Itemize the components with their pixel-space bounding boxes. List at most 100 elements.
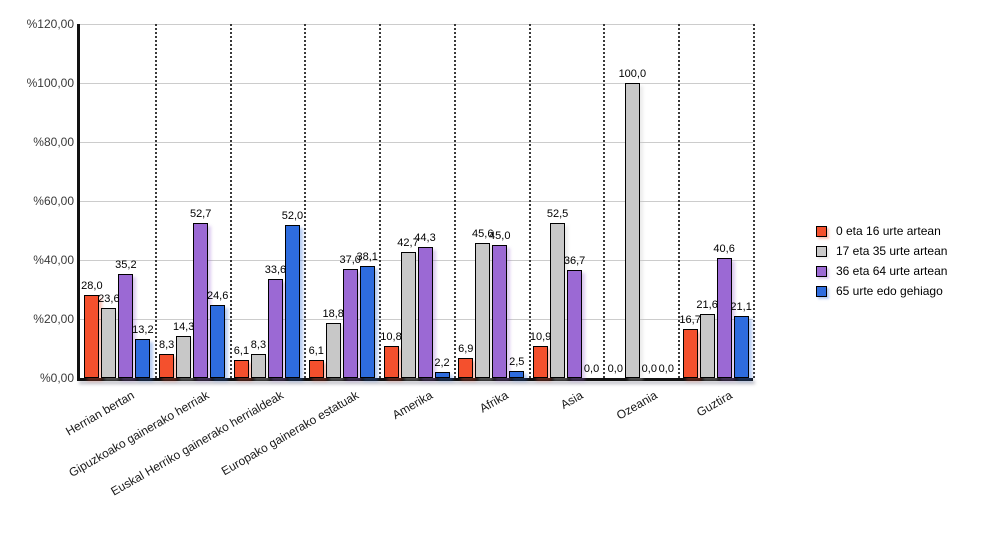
- bar-value-label: 14,3: [172, 320, 195, 333]
- y-axis-tick-label: %0,00: [39, 371, 74, 385]
- bar: [325, 322, 341, 378]
- x-axis-category-label: Afrika: [476, 388, 511, 416]
- x-axis-category-label: Europako gainerako estatuak: [218, 388, 361, 479]
- bar-value-label: 8,3: [250, 338, 267, 351]
- bar: [359, 265, 375, 378]
- plot-area: 28,0 23,6 35,2 13,2 8,3 14,3 52,7 24,6 6,1 8,3 33,…: [77, 24, 755, 381]
- bar-value-label: 23,6: [98, 293, 120, 306]
- bar-value-label: 21,1: [730, 300, 752, 313]
- bar: [716, 258, 732, 378]
- category-separator: [154, 24, 157, 378]
- bar: [118, 274, 134, 378]
- bar-value-label: 6,9: [458, 342, 474, 355]
- bar: [176, 335, 192, 378]
- bar-value-label: 10,9: [529, 330, 552, 343]
- bar: [434, 371, 450, 378]
- bar-value-label: 45,6: [472, 228, 494, 241]
- bar-value-label: 13,2: [132, 324, 154, 337]
- x-axis-category-label: Herrian bertan: [62, 388, 137, 439]
- bar-value-label: 28,0: [81, 280, 103, 293]
- bar: [400, 252, 416, 378]
- legend-item: 36 eta 64 urte artean: [816, 264, 947, 278]
- y-axis-tick-label: %80,00: [33, 135, 74, 149]
- category-separator: [753, 24, 755, 378]
- bar: [135, 339, 151, 378]
- x-axis-category-label: Amerika: [390, 388, 436, 423]
- legend-item-label: 36 eta 64 urte artean: [836, 264, 948, 278]
- gridline: [80, 319, 753, 320]
- bar: [533, 345, 549, 378]
- bar-value-label: 100,0: [618, 68, 647, 80]
- bar: [250, 353, 266, 378]
- x-axis-line: [77, 378, 753, 381]
- bar-value-label: 10,8: [380, 331, 402, 344]
- x-axis-category-label: Asia: [557, 388, 586, 412]
- category-separator: [528, 24, 531, 378]
- bar-value-label: 21,6: [696, 299, 718, 312]
- bar: [475, 243, 491, 378]
- bar: [699, 314, 715, 378]
- bar: [84, 295, 100, 378]
- bar: [284, 224, 300, 378]
- y-axis-tick-label: %60,00: [33, 194, 74, 208]
- category-separator: [379, 24, 382, 378]
- legend-item-label: 65 urte edo gehiago: [836, 284, 943, 298]
- legend-swatch-icon: [816, 245, 827, 257]
- category-separator: [603, 24, 606, 378]
- bar: [458, 357, 474, 378]
- category-separator: [678, 24, 681, 378]
- y-axis-tick-label: %20,00: [33, 312, 74, 326]
- legend-swatch-icon: [816, 285, 827, 297]
- legend: 0 eta 16 urte artean 17 eta 35 urte arte…: [816, 224, 947, 298]
- bar-value-label: 52,0: [281, 209, 304, 222]
- bar: [733, 315, 749, 378]
- bar-value-label: 6,1: [233, 345, 250, 358]
- gridline: [80, 260, 753, 261]
- y-axis-line: [77, 24, 80, 381]
- bar-value-label: 2,5: [509, 355, 525, 368]
- bar-value-label: 2,2: [434, 356, 450, 369]
- legend-item: 17 eta 35 urte artean: [816, 244, 947, 258]
- legend-item-label: 0 eta 16 urte artean: [836, 224, 941, 238]
- bar-value-label: 52,7: [189, 207, 212, 220]
- x-axis-category-label: Gipuzkoako gainerako herriak: [66, 388, 212, 480]
- bar-value-label: 6,1: [308, 345, 324, 358]
- bar-value-label: 36,7: [563, 254, 586, 267]
- bar-value-label: 0,0: [607, 363, 623, 375]
- bar: [509, 370, 525, 378]
- category-separator: [304, 24, 307, 378]
- bar-value-label: 37,0: [339, 253, 361, 266]
- bar: [210, 305, 226, 378]
- legend-item-label: 17 eta 35 urte artean: [836, 244, 948, 258]
- bar-value-label: 0,0: [583, 363, 600, 375]
- gridline: [80, 201, 753, 202]
- bar-value-label: 44,3: [414, 232, 436, 245]
- bar-value-label: 33,6: [264, 263, 287, 276]
- bar-value-label: 16,7: [679, 313, 701, 326]
- bar: [624, 83, 640, 378]
- gridline: [80, 142, 753, 143]
- gridline: [80, 83, 753, 84]
- bar-value-label: 52,5: [546, 208, 569, 221]
- bar-value-label: 42,7: [397, 237, 419, 250]
- y-axis-tick-label: %100,00: [26, 76, 74, 90]
- bar-value-label: 0,0: [641, 363, 657, 375]
- bar: [383, 346, 399, 378]
- bar: [267, 278, 283, 378]
- bar: [682, 328, 698, 378]
- bar: [550, 223, 566, 378]
- bar: [159, 353, 175, 378]
- legend-item: 65 urte edo gehiago: [816, 284, 947, 298]
- bar: [101, 308, 117, 378]
- x-axis-category-label: Guztira: [694, 388, 735, 420]
- bar-value-label: 45,0: [489, 230, 511, 243]
- bar: [342, 268, 358, 378]
- bar-value-label: 40,6: [713, 243, 735, 256]
- bar-value-label: 8,3: [159, 338, 175, 351]
- gridline: [80, 24, 753, 25]
- bar: [492, 245, 508, 378]
- bar-value-label: 18,8: [322, 307, 344, 320]
- y-axis-tick-label: %120,00: [26, 17, 74, 31]
- legend-item: 0 eta 16 urte artean: [816, 224, 947, 238]
